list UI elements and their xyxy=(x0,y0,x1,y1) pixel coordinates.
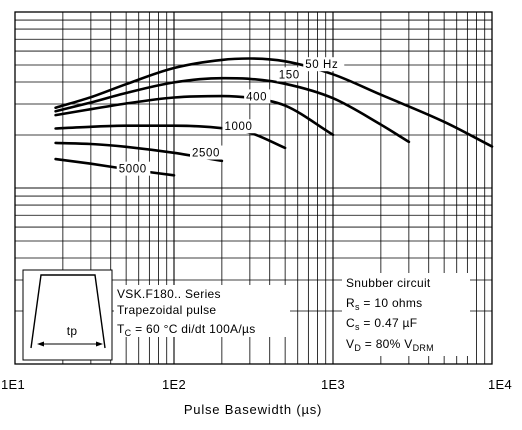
plot-frame xyxy=(14,11,493,365)
cs-subscript: s xyxy=(355,322,360,332)
curve-label-background xyxy=(303,57,345,72)
x-tick-label: 1E1 xyxy=(1,377,25,392)
curve-400 xyxy=(54,94,335,137)
pulse-inset-frame xyxy=(22,269,113,361)
vd-subscript-2: DRM xyxy=(413,343,434,353)
tp-arrow-right-icon xyxy=(96,341,103,347)
cs-main: C xyxy=(346,316,355,330)
rs-rest: = 10 ohms xyxy=(360,296,423,310)
curve-label-background xyxy=(116,161,151,176)
curve-label-400: 400 xyxy=(246,91,267,103)
curve-label-background xyxy=(276,67,303,82)
curve-label-1000: 1000 xyxy=(224,121,252,133)
curve-label-150: 150 xyxy=(279,69,300,81)
tc-rest: = 60 °C di/dt 100A/µs xyxy=(131,322,255,336)
tc-main: T xyxy=(117,322,125,336)
curve-label-background xyxy=(222,119,257,134)
cs-text: Cs = 0.47 µF xyxy=(346,316,417,332)
curve-150 xyxy=(54,76,411,144)
vd-subscript: D xyxy=(354,343,361,353)
curve-label-background xyxy=(189,145,224,160)
curve-label-background xyxy=(244,89,271,104)
x-tick-label: 1E3 xyxy=(321,377,345,392)
rs-main: R xyxy=(346,296,355,310)
trapezoid-pulse-shape xyxy=(30,274,106,349)
snubber-text: Snubber circuit Rs = 10 ohms Cs = 0.47 µ… xyxy=(342,273,470,356)
curve-50-hz xyxy=(54,57,494,148)
vd-main: V xyxy=(346,337,354,351)
vd-text: VD = 80% VDRM xyxy=(346,337,434,353)
pulse-inset: tp xyxy=(22,269,113,361)
case-temperature-text: TC = 60 °C di/dt 100A/µs xyxy=(117,322,256,338)
rs-text: Rs = 10 ohms xyxy=(346,296,422,312)
tp-arrow-left-icon xyxy=(37,341,44,347)
tp-label: tp xyxy=(67,324,78,338)
x-axis-label: Pulse Basewidth (µs) xyxy=(184,402,322,417)
curve-label-5000: 5000 xyxy=(119,164,147,176)
x-tick-labels: 1E1 1E2 1E3 1E4 xyxy=(1,377,512,392)
rs-subscript: s xyxy=(355,302,360,312)
cs-rest: = 0.47 µF xyxy=(360,316,418,330)
vd-rest: = 80% V xyxy=(361,337,412,351)
conditions-text: VSK.F180.. Series Trapezoidal pulse TC =… xyxy=(114,285,290,338)
curve-label-50-hz: 50 Hz xyxy=(305,59,338,71)
snubber-text-background xyxy=(342,273,470,356)
curve-2500 xyxy=(54,141,224,163)
tp-label-background xyxy=(57,323,87,339)
conditions-text-background xyxy=(114,285,290,337)
x-tick-label: 1E2 xyxy=(162,377,186,392)
series-name-text: VSK.F180.. Series xyxy=(117,287,221,301)
snubber-title: Snubber circuit xyxy=(346,276,431,290)
tc-subscript: C xyxy=(125,328,132,338)
pulse-shape-text: Trapezoidal pulse xyxy=(117,303,216,317)
curve-label-2500: 2500 xyxy=(192,148,220,160)
x-tick-label: 1E4 xyxy=(488,377,512,392)
curves: 50 Hz 150 400 1000 2500 5000 xyxy=(54,57,494,177)
